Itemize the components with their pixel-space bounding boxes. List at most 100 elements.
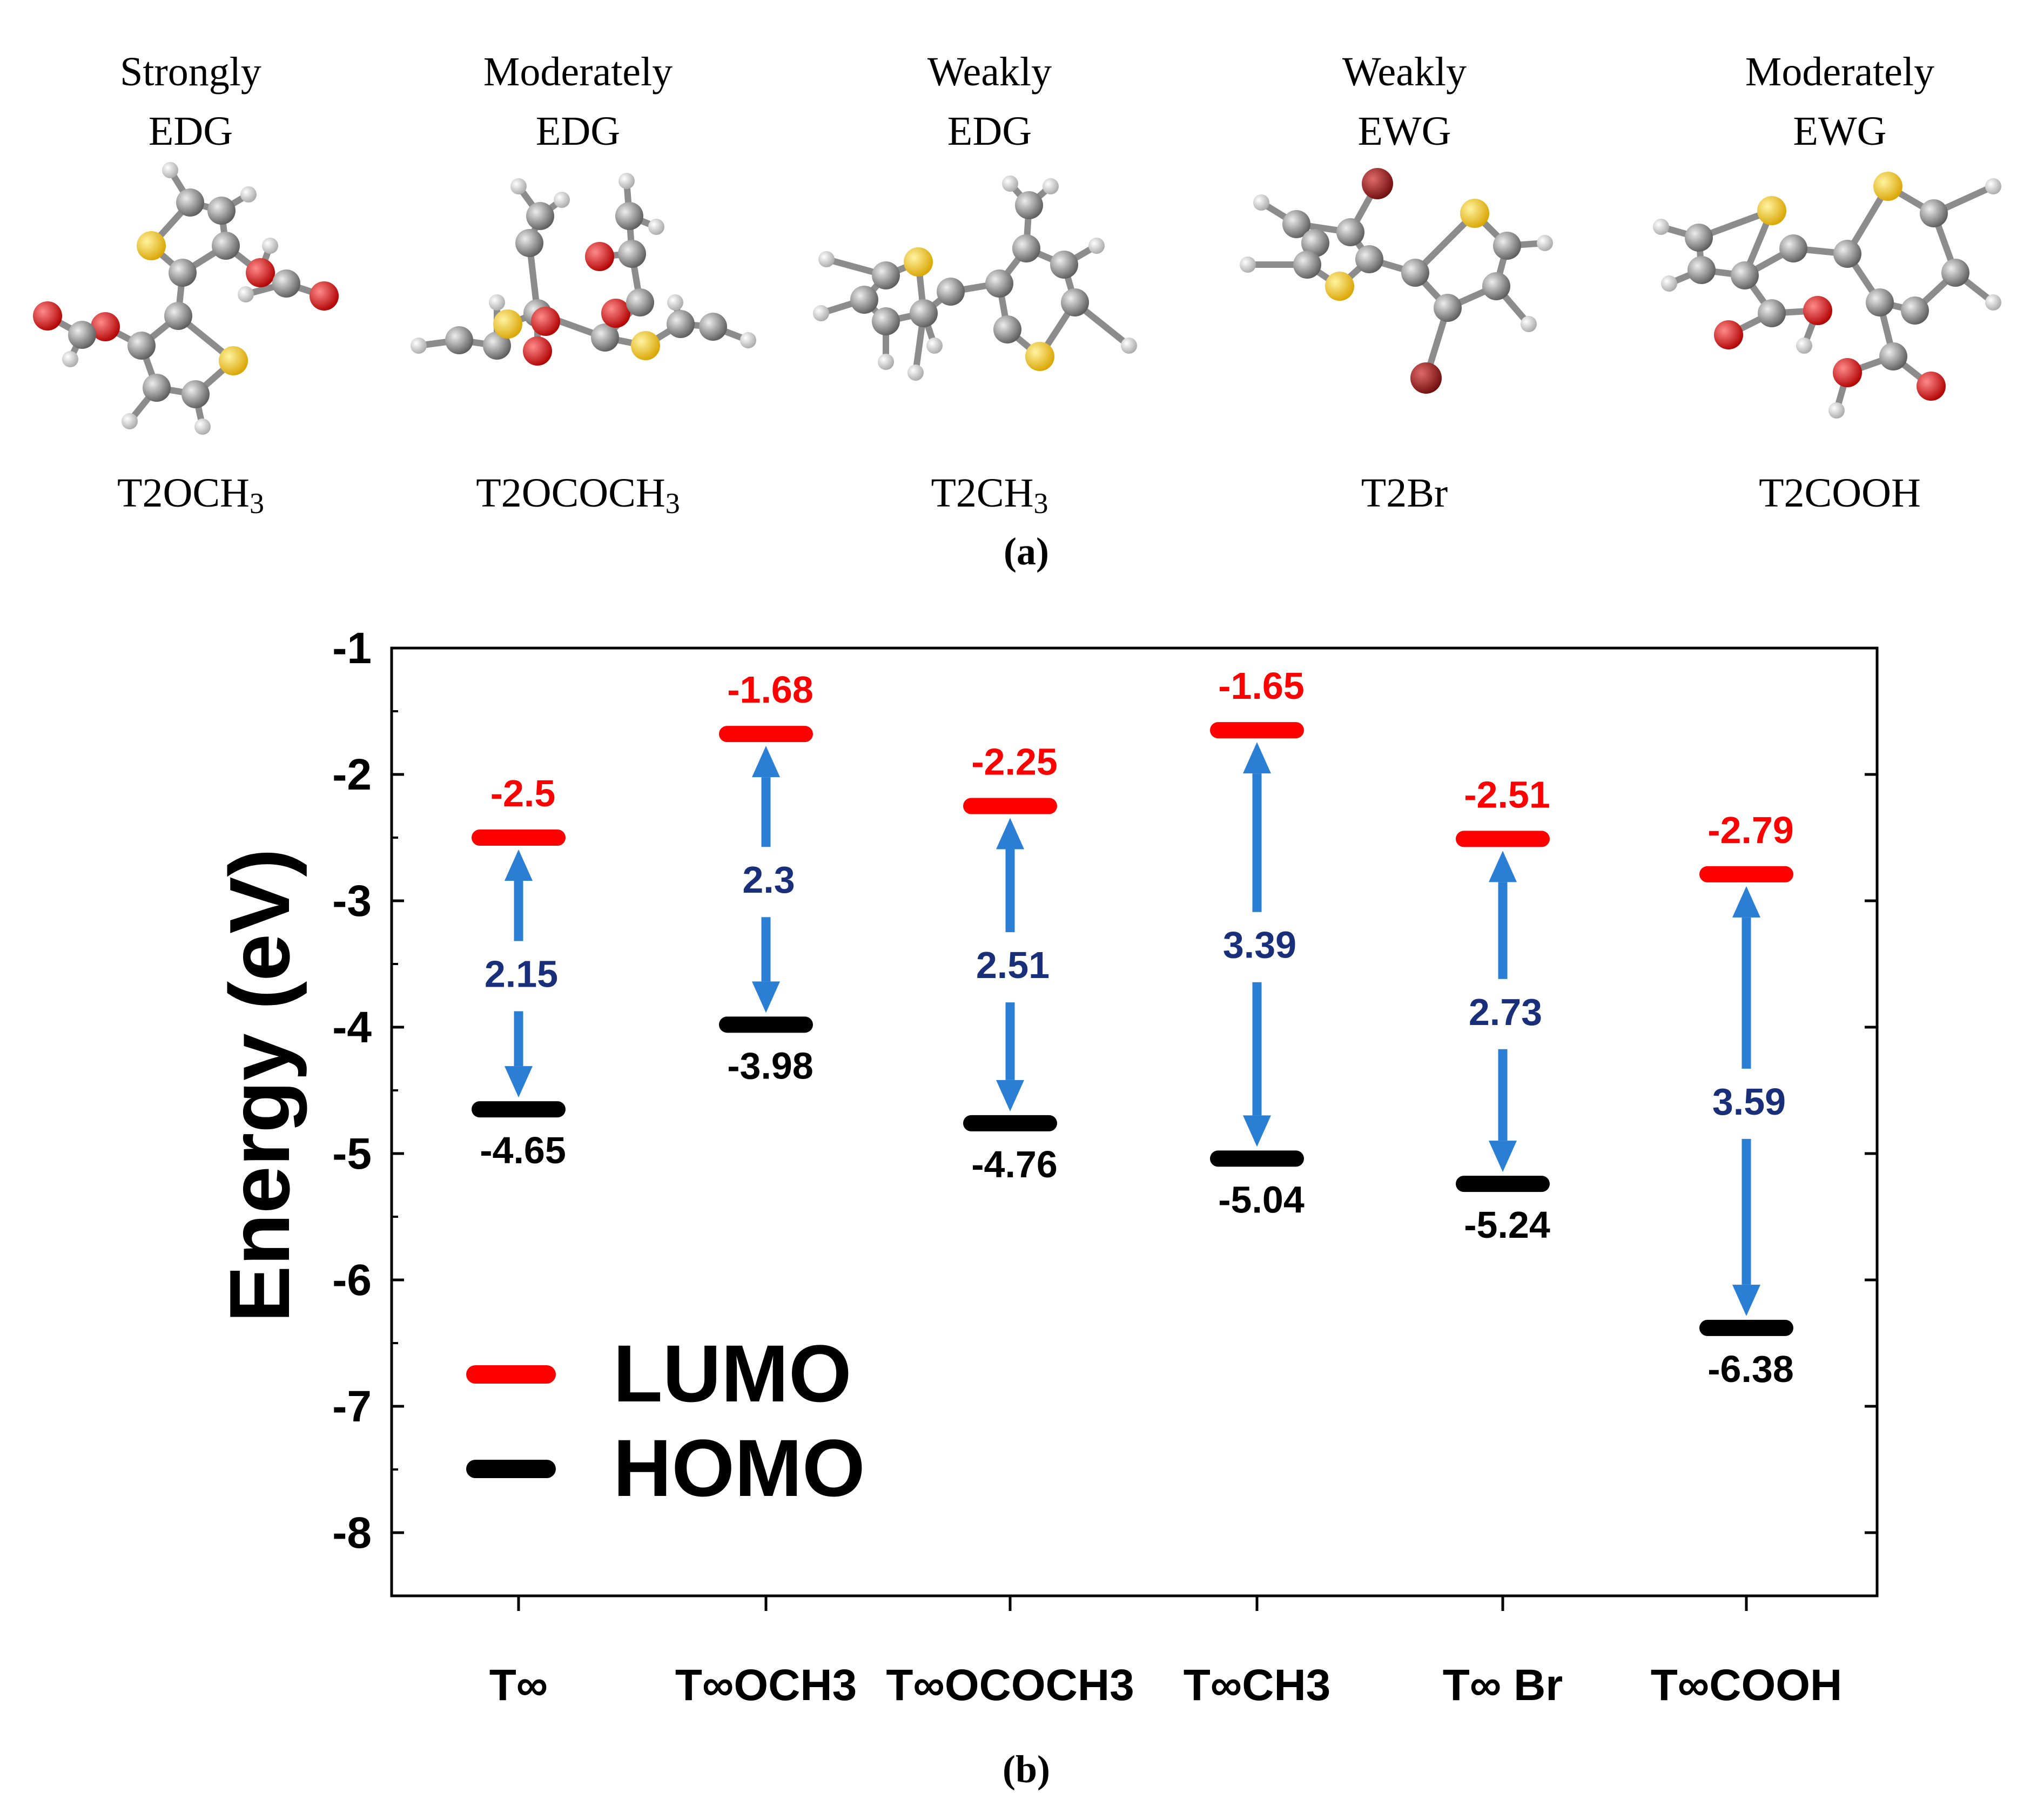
arrow-up-to-lumo — [1732, 886, 1760, 1069]
oxygen-atom — [585, 242, 614, 271]
molecule-5: Moderately EWG T2COOH — [1745, 49, 1934, 516]
carbon-atom — [526, 202, 554, 230]
class-line-1: Moderately — [483, 49, 673, 95]
sulfur-atom — [904, 247, 933, 277]
carbon-atom — [1879, 342, 1907, 370]
molecule-name: T2COOH — [1759, 470, 1921, 516]
molecule-name-subscript: 3 — [250, 487, 264, 520]
carbon-atom — [1687, 256, 1716, 284]
molecule-name-subscript: 3 — [1034, 487, 1048, 520]
carbon-atom — [127, 332, 156, 360]
molecule-structure-1 — [33, 162, 339, 435]
arrow-up-to-lumo — [996, 818, 1024, 933]
molecule-name-main: T2Br — [1361, 470, 1448, 516]
carbon-atom — [483, 332, 511, 360]
molecule-structure-2 — [411, 173, 756, 366]
carbon-atom — [1355, 245, 1383, 273]
arrow-up-to-lumo-head — [1489, 851, 1517, 882]
molecule-structure-3 — [813, 176, 1137, 381]
y-tick-label: -6 — [332, 1256, 372, 1305]
carbon-atom — [1401, 259, 1429, 287]
hydrogen-atom — [878, 354, 894, 370]
carbon-atom — [181, 380, 210, 408]
hydrogen-atom — [907, 365, 924, 381]
carbon-atom — [1050, 251, 1078, 279]
lumo-value-label: -1.65 — [1218, 665, 1305, 707]
y-axis-title: Energy (eV) — [212, 848, 307, 1323]
legend-homo-label: HOMO — [613, 1422, 865, 1513]
carbon-atom — [937, 278, 965, 306]
sulfur-atom — [1460, 199, 1489, 228]
arrow-down-to-homo — [752, 917, 780, 1013]
molecule-structure-5 — [1653, 172, 2001, 419]
hydrogen-atom — [262, 238, 278, 254]
hydrogen-atom — [667, 294, 683, 311]
lumo-value-label: -2.25 — [971, 741, 1058, 783]
carbon-atom — [1336, 218, 1364, 246]
hydrogen-atom — [740, 332, 756, 348]
hydrogen-atom — [1653, 219, 1669, 235]
oxygen-atom — [601, 299, 630, 328]
oxygen-atom — [523, 336, 552, 366]
oxygen-atom — [33, 301, 62, 331]
gap-value-label: 3.59 — [1712, 1081, 1786, 1123]
arrow-down-to-homo-head — [505, 1066, 533, 1098]
sulfur-atom — [1873, 172, 1902, 201]
homo-value-label: -5.24 — [1464, 1204, 1550, 1246]
level-group: -2.79 -6.38 3.59 — [1699, 809, 1794, 1390]
arrow-down-to-homo-head — [752, 981, 780, 1013]
x-tick-label: T∞OCH3 — [675, 1661, 857, 1710]
arrow-down-to-homo — [1732, 1138, 1760, 1316]
molecule-name-main: T2OCOCH — [476, 470, 665, 516]
molecule-name: T2OCOCH3 — [476, 470, 680, 520]
sulfur-atom — [493, 309, 522, 339]
y-tick-label: -4 — [332, 1003, 372, 1052]
carbon-atom — [699, 313, 727, 341]
carbon-atom — [618, 240, 646, 268]
class-line-1: Weakly — [1342, 49, 1467, 95]
molecule-name-main: T2CH — [931, 470, 1034, 516]
x-tick-label: T∞OCOCH3 — [886, 1661, 1134, 1710]
arrow-down-to-homo — [505, 1011, 533, 1098]
oxygen-atom — [310, 281, 339, 311]
homo-value-label: -6.38 — [1707, 1348, 1794, 1390]
carbon-atom — [1833, 240, 1861, 268]
carbon-atom — [910, 299, 938, 327]
hydrogen-atom — [1240, 257, 1256, 273]
arrow-up-to-lumo — [1243, 742, 1271, 912]
hydrogen-atom — [194, 419, 211, 435]
arrow-up-to-lumo-head — [1243, 742, 1271, 774]
hydrogen-atom — [1537, 235, 1553, 251]
hydrogen-atom — [489, 294, 505, 311]
hydrogen-atom — [1796, 338, 1812, 354]
arrow-down-to-homo — [1489, 1049, 1517, 1172]
molecule-1: Strongly EDG T2OCH3 — [117, 49, 264, 520]
lumo-value-label: -2.79 — [1707, 809, 1794, 851]
carbon-atom — [1061, 288, 1089, 316]
carbon-atom — [1866, 288, 1894, 316]
carbon-atom — [1301, 229, 1329, 257]
arrow-down-to-homo-head — [1243, 1115, 1271, 1147]
molecule-name: T2CH3 — [931, 470, 1048, 520]
x-tick-label: T∞ Br — [1443, 1661, 1563, 1710]
carbon-atom — [1779, 234, 1807, 262]
carbon-atom — [169, 259, 197, 287]
carbon-atom — [445, 326, 473, 354]
lumo-value-label: -2.51 — [1464, 773, 1550, 815]
sulfur-atom — [1757, 196, 1786, 225]
level-group: -1.65 -5.04 3.39 — [1210, 665, 1305, 1221]
oxygen-atom — [1714, 320, 1743, 349]
molecule-structure-4 — [1240, 168, 1553, 394]
hydrogen-atom — [926, 338, 943, 354]
class-line-2: EDG — [947, 109, 1032, 154]
gap-value-label: 2.15 — [485, 953, 558, 995]
class-line-1: Moderately — [1745, 49, 1934, 95]
carbon-atom — [164, 302, 192, 330]
arrow-up-to-lumo — [1489, 851, 1517, 979]
y-tick-label: -7 — [332, 1382, 372, 1431]
y-tick-label: -8 — [332, 1508, 372, 1557]
legend-lumo-label: LUMO — [613, 1328, 852, 1419]
energy-levels: -2.5 -4.65 2.15 -1.68 -3.98 2.3 -2.25 -4.76 2.51… — [472, 665, 1794, 1390]
arrow-down-to-homo-head — [1732, 1284, 1760, 1316]
molecule-name-main: T2COOH — [1759, 470, 1921, 516]
